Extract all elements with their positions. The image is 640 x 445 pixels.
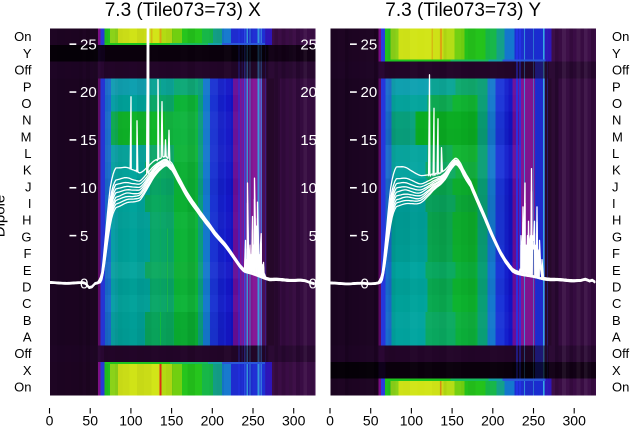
svg-text:K: K — [612, 163, 621, 178]
svg-text:0: 0 — [309, 276, 317, 293]
svg-text:D: D — [22, 280, 31, 295]
svg-text:100: 100 — [119, 413, 143, 429]
svg-text:C: C — [612, 296, 621, 311]
svg-text:10: 10 — [361, 180, 378, 197]
svg-text:200: 200 — [201, 413, 225, 429]
svg-text:J: J — [25, 179, 32, 194]
svg-text:On: On — [612, 29, 629, 44]
svg-text:250: 250 — [522, 413, 546, 429]
svg-text:A: A — [23, 330, 32, 345]
svg-text:7.3 (Tile073=73) Y: 7.3 (Tile073=73) Y — [385, 0, 541, 21]
svg-text:E: E — [612, 263, 621, 278]
svg-text:X: X — [612, 363, 621, 378]
svg-text:150: 150 — [440, 413, 464, 429]
svg-text:100: 100 — [400, 413, 424, 429]
svg-text:50: 50 — [363, 413, 379, 429]
svg-text:300: 300 — [282, 413, 306, 429]
svg-text:10: 10 — [300, 180, 317, 197]
svg-text:X: X — [23, 363, 32, 378]
svg-text:I: I — [28, 196, 32, 211]
svg-text:5: 5 — [80, 228, 88, 245]
svg-text:15: 15 — [300, 132, 317, 149]
svg-text:O: O — [612, 96, 622, 111]
svg-text:H: H — [612, 213, 621, 228]
svg-text:5: 5 — [361, 228, 369, 245]
svg-text:N: N — [612, 113, 621, 128]
svg-text:E: E — [23, 263, 32, 278]
svg-text:25: 25 — [300, 36, 317, 53]
svg-text:F: F — [612, 246, 620, 261]
svg-text:M: M — [21, 129, 32, 144]
svg-text:P: P — [23, 79, 32, 94]
svg-text:200: 200 — [481, 413, 505, 429]
svg-text:7.3 (Tile073=73) X: 7.3 (Tile073=73) X — [105, 0, 261, 21]
svg-text:300: 300 — [563, 413, 587, 429]
svg-text:25: 25 — [80, 36, 97, 53]
svg-text:Off: Off — [14, 346, 31, 361]
svg-text:K: K — [23, 163, 32, 178]
svg-text:G: G — [612, 229, 622, 244]
svg-text:20: 20 — [361, 84, 378, 101]
svg-text:J: J — [612, 179, 619, 194]
svg-text:250: 250 — [241, 413, 265, 429]
svg-text:On: On — [612, 380, 629, 395]
svg-text:M: M — [612, 129, 623, 144]
svg-text:P: P — [612, 79, 621, 94]
svg-text:150: 150 — [160, 413, 184, 429]
svg-text:10: 10 — [80, 180, 97, 197]
svg-text:L: L — [612, 146, 619, 161]
svg-text:N: N — [22, 113, 31, 128]
svg-text:Off: Off — [14, 63, 31, 78]
svg-text:A: A — [612, 330, 621, 345]
svg-text:15: 15 — [361, 132, 378, 149]
svg-text:50: 50 — [82, 413, 98, 429]
svg-text:20: 20 — [300, 84, 317, 101]
svg-text:0: 0 — [326, 413, 334, 429]
svg-text:0: 0 — [80, 276, 88, 293]
svg-text:0: 0 — [46, 413, 54, 429]
svg-text:O: O — [21, 96, 31, 111]
svg-text:I: I — [612, 196, 616, 211]
svg-text:G: G — [21, 229, 31, 244]
svg-text:0: 0 — [361, 276, 369, 293]
svg-text:B: B — [23, 313, 32, 328]
svg-text:L: L — [24, 146, 31, 161]
svg-text:Y: Y — [612, 46, 621, 61]
svg-text:D: D — [612, 280, 621, 295]
svg-text:Y: Y — [23, 46, 32, 61]
svg-text:15: 15 — [80, 132, 97, 149]
svg-text:25: 25 — [361, 36, 378, 53]
svg-text:F: F — [24, 246, 32, 261]
svg-text:Off: Off — [612, 346, 629, 361]
svg-text:Dipole: Dipole — [0, 195, 9, 238]
svg-text:On: On — [14, 29, 31, 44]
svg-text:B: B — [612, 313, 621, 328]
svg-text:C: C — [22, 296, 31, 311]
svg-text:Off: Off — [612, 63, 629, 78]
svg-text:5: 5 — [309, 228, 317, 245]
svg-text:20: 20 — [80, 84, 97, 101]
svg-text:H: H — [22, 213, 31, 228]
svg-text:On: On — [14, 380, 31, 395]
